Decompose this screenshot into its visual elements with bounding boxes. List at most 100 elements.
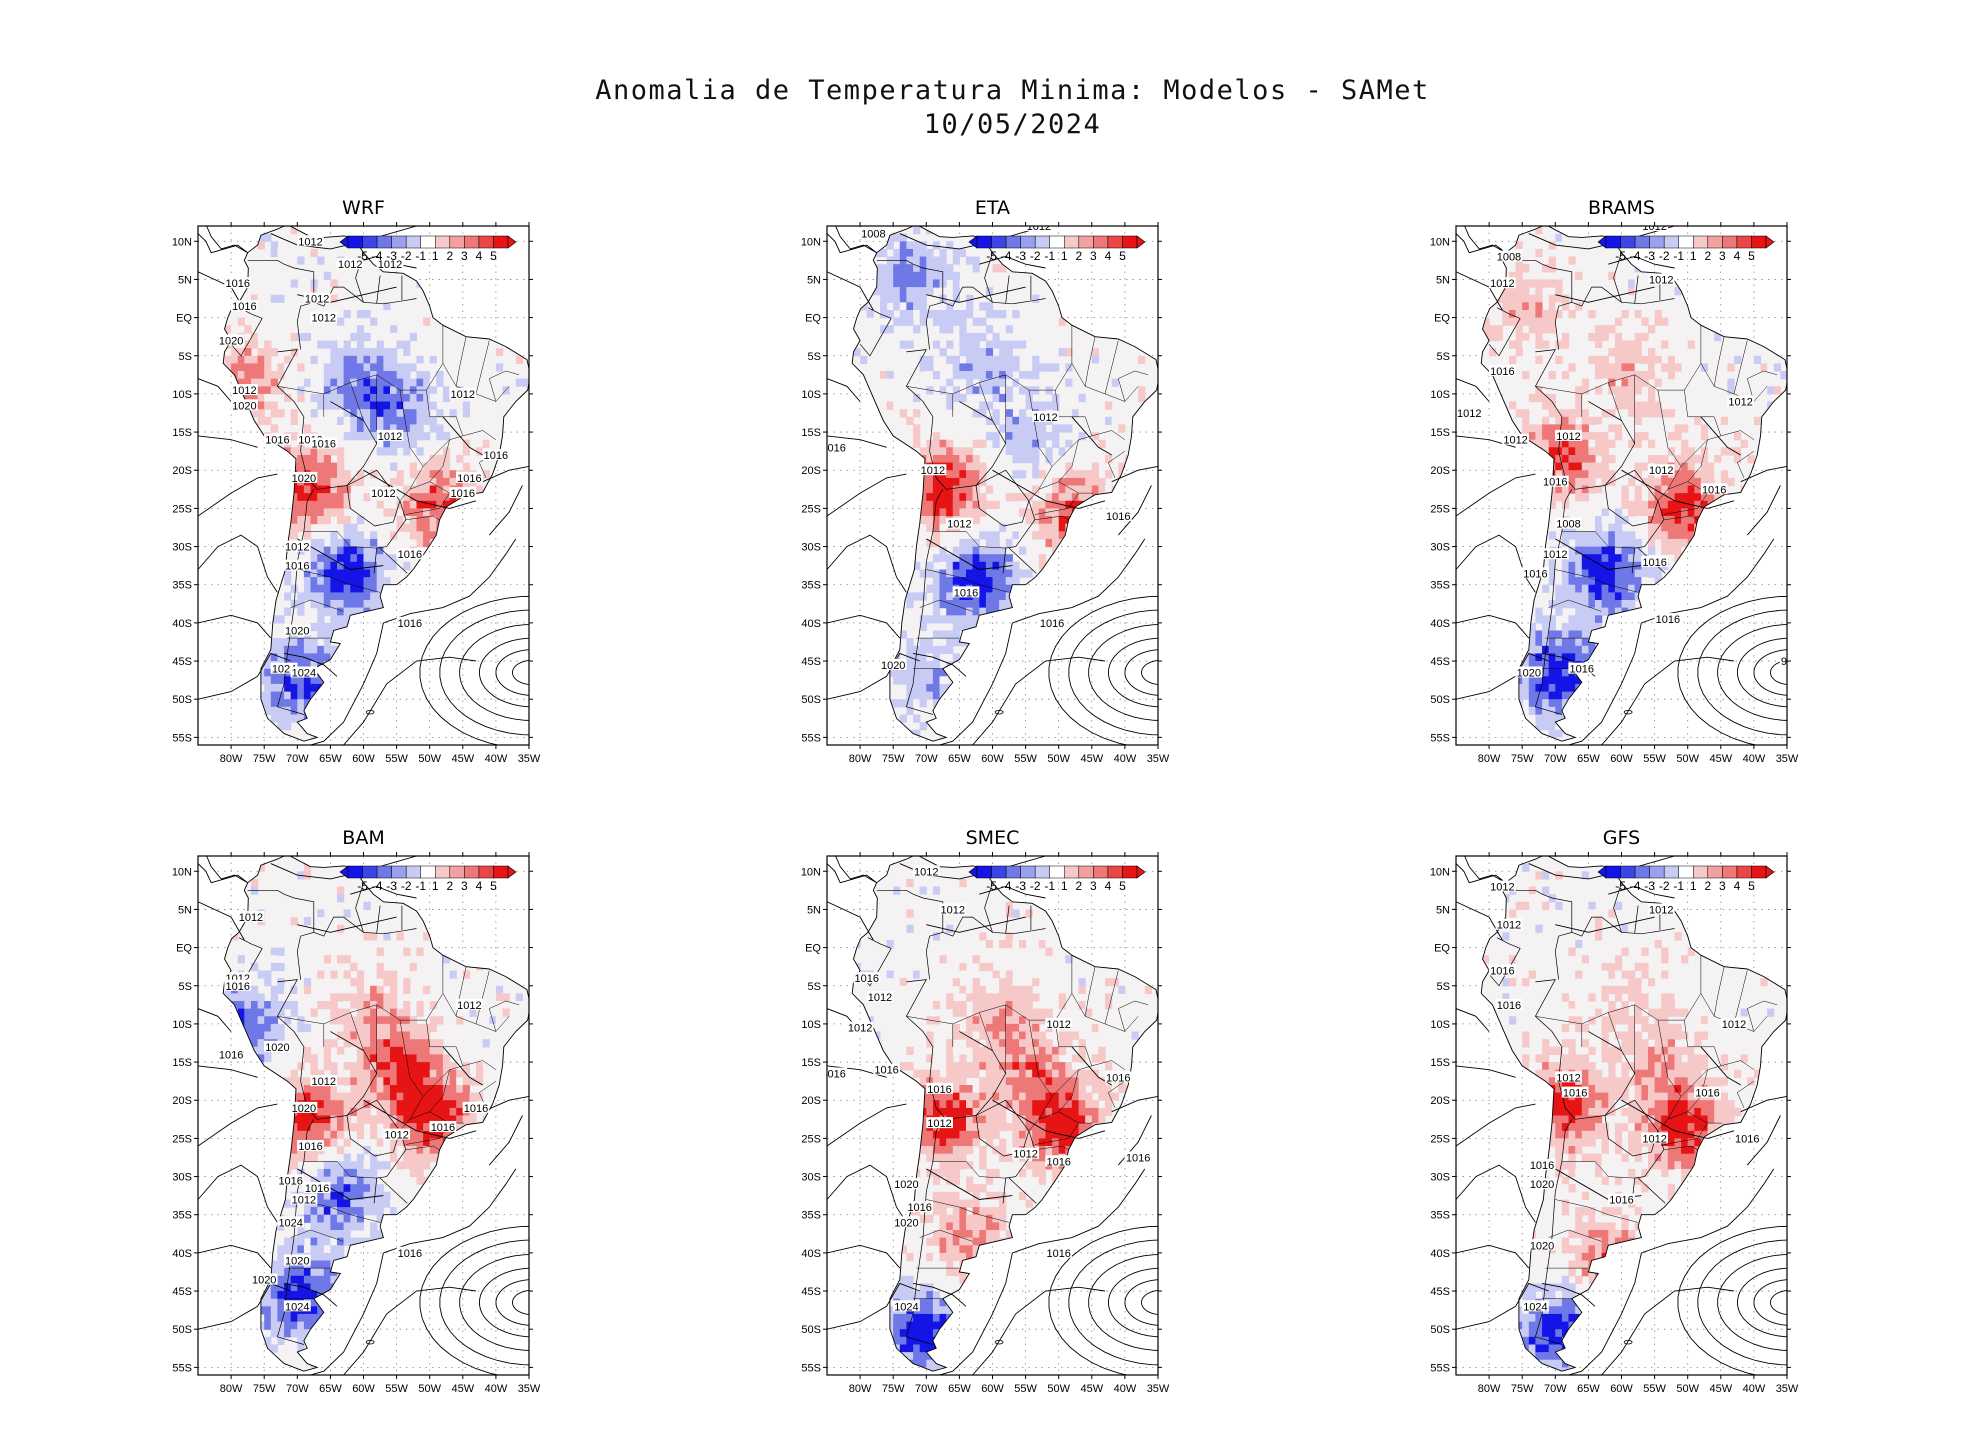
anomaly-cell <box>224 355 232 364</box>
colorbar-extend-high <box>1765 235 1775 249</box>
anomaly-cell <box>880 432 888 441</box>
anomaly-cell <box>1052 584 1060 593</box>
anomaly-cell <box>297 1168 305 1178</box>
anomaly-cell <box>1700 523 1709 532</box>
anomaly-cell <box>449 409 457 418</box>
anomaly-cell <box>1687 485 1695 494</box>
border <box>984 252 1046 305</box>
anomaly-cell <box>1555 630 1563 639</box>
colorbar-tick-label: 5 <box>490 249 497 263</box>
anomaly-cell <box>290 1268 298 1277</box>
anomaly-cell <box>1535 432 1543 441</box>
anomaly-cell <box>277 722 285 731</box>
isobar-label: 1012 <box>298 236 322 248</box>
anomaly-cell <box>529 577 536 585</box>
anomaly-cell <box>251 470 259 479</box>
anomaly-cell <box>1575 645 1583 654</box>
anomaly-cell <box>919 676 927 685</box>
anomaly-cell <box>251 363 259 372</box>
anomaly-cell <box>1794 409 1801 417</box>
anomaly-cell <box>323 287 331 296</box>
anomaly-cell <box>1138 355 1146 364</box>
anomaly-cell <box>442 500 451 509</box>
anomaly-cell <box>946 500 954 509</box>
colorbar-tick-label: 2 <box>1075 249 1082 263</box>
anomaly-cell <box>906 317 914 326</box>
anomaly-cell <box>264 1016 272 1025</box>
anomaly-cell <box>1052 432 1060 441</box>
anomaly-cell <box>515 607 523 616</box>
anomaly-cell <box>1542 653 1550 662</box>
anomaly-cell <box>337 348 345 357</box>
anomaly-cell <box>992 439 1000 448</box>
anomaly-cell <box>469 676 477 685</box>
anomaly-cell <box>1720 577 1728 586</box>
isobar <box>479 637 529 708</box>
isobar <box>512 659 529 685</box>
anomaly-cell <box>1714 523 1722 532</box>
anomaly-cell <box>264 325 272 334</box>
anomaly-cell <box>959 683 967 693</box>
anomaly-cell <box>1581 653 1589 662</box>
anomaly-cell <box>1561 691 1570 700</box>
anomaly-cell <box>1502 622 1510 632</box>
anomaly-cell <box>939 317 947 326</box>
anomaly-cell <box>1674 432 1682 441</box>
anomaly-cell <box>223 447 226 456</box>
anomaly-cell <box>1628 355 1636 364</box>
anomaly-cell <box>297 645 305 654</box>
anomaly-cell <box>356 340 365 349</box>
anomaly-cell <box>476 447 484 456</box>
anomaly-cell <box>1098 523 1106 532</box>
anomaly-cell <box>270 1268 278 1277</box>
anomaly-cell <box>290 455 298 464</box>
anomaly-cell <box>932 485 941 494</box>
anomaly-cell <box>899 462 907 471</box>
anomaly-cell <box>926 516 934 525</box>
anomaly-cell <box>1595 615 1603 624</box>
anomaly-cell <box>999 310 1007 319</box>
anomaly-cell <box>1515 340 1523 349</box>
anomaly-cell <box>482 508 490 517</box>
anomaly-cell <box>985 500 994 509</box>
anomaly-cell <box>1091 508 1099 517</box>
anomaly-cell <box>1045 447 1053 456</box>
anomaly-cell <box>1588 538 1596 548</box>
anomaly-cell <box>932 615 941 624</box>
anomaly-cell <box>919 645 927 654</box>
anomaly-cell <box>1052 500 1060 509</box>
anomaly-cell <box>297 676 305 685</box>
anomaly-cell <box>886 371 894 380</box>
anomaly-cell <box>370 714 378 723</box>
anomaly-cell <box>376 500 384 509</box>
anomaly-cell <box>919 287 927 296</box>
anomaly-cell <box>939 248 947 258</box>
anomaly-cell <box>330 340 338 349</box>
anomaly-cell <box>1581 607 1589 616</box>
anomaly-cell <box>303 531 312 540</box>
anomaly-cell <box>1561 462 1570 471</box>
anomaly-cell <box>1038 424 1046 433</box>
anomaly-cell <box>223 940 226 949</box>
anomaly-cell <box>1674 424 1682 433</box>
anomaly-cell <box>1753 722 1762 731</box>
anomaly-cell <box>1674 714 1682 723</box>
lat-label: 55S <box>172 732 192 744</box>
anomaly-cell <box>370 348 378 357</box>
anomaly-cell <box>270 1313 278 1323</box>
isobar-label: 1020 <box>232 400 256 412</box>
anomaly-cell <box>1111 622 1119 632</box>
anomaly-cell <box>919 668 927 677</box>
anomaly-cell <box>1654 378 1662 387</box>
anomaly-cell <box>277 683 285 693</box>
isobar-label-bg <box>396 616 424 628</box>
anomaly-cell <box>330 477 338 487</box>
anomaly-cell <box>1038 531 1046 540</box>
anomaly-cell <box>363 538 371 548</box>
anomaly-cell <box>237 371 245 380</box>
anomaly-cell <box>952 248 960 258</box>
anomaly-cell <box>264 1237 272 1246</box>
lat-label: 10N <box>172 236 192 248</box>
anomaly-cell <box>1654 455 1662 464</box>
